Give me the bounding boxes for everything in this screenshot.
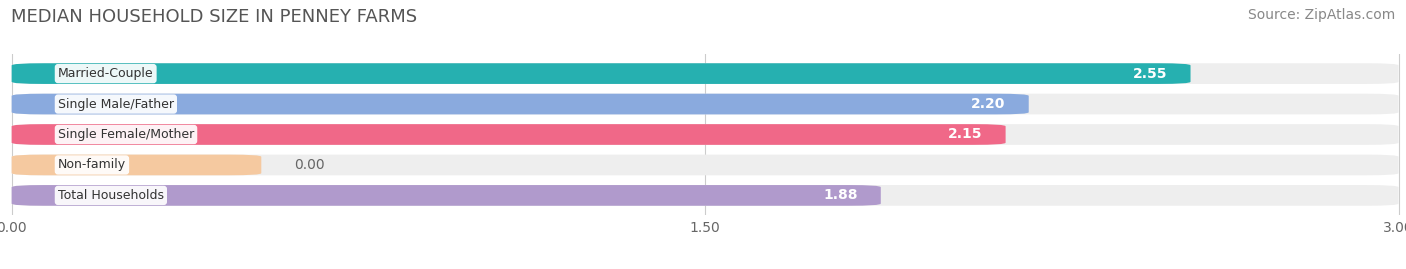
FancyBboxPatch shape (11, 63, 1399, 84)
FancyBboxPatch shape (11, 94, 1029, 114)
FancyBboxPatch shape (11, 94, 1399, 114)
Text: 2.55: 2.55 (1133, 67, 1167, 81)
FancyBboxPatch shape (11, 185, 1399, 206)
Text: 1.88: 1.88 (823, 188, 858, 202)
FancyBboxPatch shape (11, 124, 1399, 145)
FancyBboxPatch shape (11, 155, 1399, 175)
FancyBboxPatch shape (11, 155, 262, 175)
Text: Source: ZipAtlas.com: Source: ZipAtlas.com (1247, 8, 1395, 22)
Text: Married-Couple: Married-Couple (58, 67, 153, 80)
Text: MEDIAN HOUSEHOLD SIZE IN PENNEY FARMS: MEDIAN HOUSEHOLD SIZE IN PENNEY FARMS (11, 8, 418, 26)
Text: Non-family: Non-family (58, 158, 127, 171)
Text: Single Female/Mother: Single Female/Mother (58, 128, 194, 141)
Text: 2.20: 2.20 (972, 97, 1005, 111)
Text: 2.15: 2.15 (948, 128, 983, 141)
Text: Single Male/Father: Single Male/Father (58, 98, 174, 111)
FancyBboxPatch shape (11, 63, 1191, 84)
FancyBboxPatch shape (11, 124, 1005, 145)
Text: 0.00: 0.00 (294, 158, 325, 172)
FancyBboxPatch shape (11, 185, 880, 206)
Text: Total Households: Total Households (58, 189, 165, 202)
